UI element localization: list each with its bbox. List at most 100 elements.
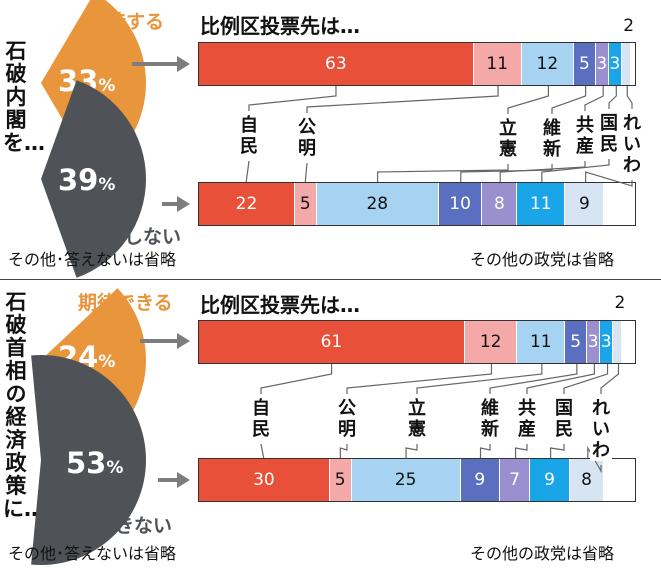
party-label-れいわ: れいわ [590, 398, 612, 461]
bar-segment-公明: 5 [294, 183, 317, 225]
panel2-negative-arrow [177, 472, 190, 488]
bar-segment-維新: 5 [565, 321, 588, 363]
party-label-自民: 自民 [250, 398, 272, 440]
panel1-negative-percent: 39% [58, 163, 116, 197]
panel1-note-right: その他の政党は省略 [470, 250, 615, 269]
party-label-立憲: 立憲 [497, 118, 519, 160]
bar-segment-共産: 3 [587, 321, 601, 363]
panel2-bar-positive: 61 12 11 5 3 3 [198, 320, 636, 364]
connector-line [608, 86, 617, 109]
party-label-公明: 公明 [336, 398, 358, 440]
bar-segment-立憲: 12 [521, 43, 574, 85]
bar-segment-公明: 11 [473, 43, 522, 85]
connector-line [339, 444, 348, 458]
bar-segment-other [621, 321, 636, 363]
bar-segment-れいわ: 8 [569, 459, 605, 501]
bar-segment-自民: 61 [199, 321, 465, 363]
bar-segment-公明: 12 [465, 321, 518, 363]
bar-segment-自民: 22 [199, 183, 295, 225]
bar-segment-共産: 3 [595, 43, 609, 85]
connector-line [584, 86, 604, 111]
reiwa-small-value-label: 2 [623, 16, 635, 36]
connector-line [563, 364, 609, 394]
panel1-chart-title: 比例区投票先は… [200, 14, 360, 38]
panel1-note-left: その他･答えないは省略 [8, 250, 177, 269]
bar-segment-維新: 9 [460, 459, 500, 501]
bar-segment-other [604, 183, 635, 225]
panel2-note-right: その他の政党は省略 [470, 544, 615, 563]
connector-line [306, 86, 499, 113]
connector-line [489, 364, 578, 394]
panel1-vertical-title: 石破内閣を… [3, 39, 45, 155]
connector-line [549, 444, 565, 458]
connector-line [245, 160, 250, 183]
connector-line [585, 171, 633, 187]
connector-line [479, 444, 491, 458]
connector-line [248, 86, 337, 111]
connector-line [526, 364, 595, 394]
bar-segment-other [630, 43, 636, 85]
bar-segment-自民: 30 [199, 459, 330, 501]
connector-line [499, 161, 586, 182]
party-label-国民: 国民 [598, 113, 620, 155]
panel1-negative-arrow [177, 196, 190, 212]
bar-segment-国民: 3 [600, 321, 614, 363]
panel1-negative-sector [41, 80, 151, 278]
bar-segment-れいわ [621, 43, 631, 85]
panel1-positive-arrow [177, 56, 190, 72]
bar-segment-立憲: 11 [517, 321, 566, 363]
panel2-negative-percent: 53% [66, 446, 124, 480]
bar-segment-れいわ [613, 321, 622, 363]
connector-line [346, 364, 493, 394]
party-label-共産: 共産 [574, 115, 596, 157]
connector-line [541, 159, 610, 182]
panel-divider [0, 279, 661, 280]
connector-line [260, 364, 333, 394]
connector-line [600, 364, 620, 394]
panel2-positive-arrow [177, 333, 190, 349]
panel2-negative-wedge [31, 355, 146, 565]
bar-segment-自民: 63 [199, 43, 474, 85]
party-label-国民: 国民 [553, 398, 575, 440]
panel2-chart-title: 比例区投票先は… [200, 293, 360, 317]
connector-line [507, 86, 550, 114]
bar-segment-公明: 5 [329, 459, 352, 501]
bar-segment-維新: 10 [438, 183, 483, 225]
party-label-維新: 維新 [541, 118, 563, 160]
bar-segment-other [604, 459, 635, 501]
party-label-自民: 自民 [238, 115, 260, 157]
panel2-negative-label: 期待できない [58, 515, 173, 537]
bar-segment-国民: 9 [530, 459, 570, 501]
panel1-negative-label: 支持しない [86, 226, 182, 248]
bar-segment-国民: 11 [517, 183, 566, 225]
bar-segment-国民: 3 [608, 43, 622, 85]
connector-line [260, 443, 265, 459]
party-label-れいわ: れいわ [621, 113, 643, 176]
reiwa-small-value-label: 2 [614, 293, 626, 313]
connector-line [405, 444, 418, 458]
panel1-bar-supporters: 63 11 12 5 3 3 [198, 42, 636, 86]
panel2-negative-sector [31, 355, 151, 565]
panel2-note-left: その他･答えないは省略 [8, 544, 177, 563]
connector-line [626, 86, 633, 109]
party-label-公明: 公明 [296, 117, 318, 159]
connector-line [304, 162, 308, 183]
connector-line [416, 364, 543, 394]
bar-segment-立憲: 28 [316, 183, 439, 225]
party-label-維新: 維新 [479, 398, 501, 440]
party-label-立憲: 立憲 [406, 398, 428, 440]
bar-segment-立憲: 25 [351, 459, 461, 501]
connector-line [376, 164, 509, 182]
connector-line [514, 444, 528, 458]
bar-segment-れいわ: 9 [565, 183, 605, 225]
party-label-共産: 共産 [516, 398, 538, 440]
panel1-negative-wedge [41, 80, 146, 278]
panel1-bar-nonsupporters: 22 5 28 10 8 11 9 [198, 182, 636, 226]
bar-segment-共産: 8 [482, 183, 518, 225]
bar-segment-維新: 5 [574, 43, 596, 85]
connector-line [551, 86, 587, 114]
connector-line [460, 164, 553, 182]
panel2-bar-negative: 30 5 25 9 7 9 8 [198, 458, 636, 502]
bar-segment-共産: 7 [499, 459, 531, 501]
